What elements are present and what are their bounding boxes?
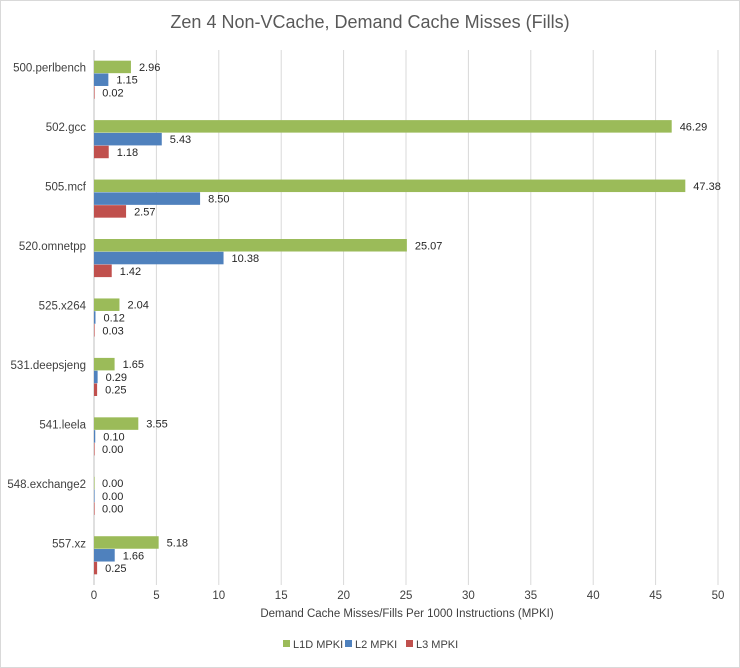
- category-label: 525.x264: [39, 301, 87, 313]
- category-label: 531.deepsjeng: [11, 360, 86, 372]
- x-tick-label: 20: [337, 590, 350, 602]
- x-tick-label: 40: [587, 590, 600, 602]
- data-label: 2.04: [127, 300, 148, 312]
- data-label: 0.12: [103, 313, 124, 325]
- data-label: 0.02: [102, 88, 123, 100]
- bar: [94, 205, 127, 218]
- bar: [94, 179, 686, 193]
- bar: [94, 561, 98, 575]
- bar: [94, 251, 224, 265]
- data-label: 1.66: [123, 550, 144, 562]
- bar: [94, 430, 96, 443]
- legend-swatch: [345, 640, 352, 647]
- legend-swatch: [406, 640, 413, 647]
- data-label: 8.50: [208, 194, 229, 206]
- bar: [94, 239, 407, 252]
- x-axis-title: Demand Cache Misses/Fills Per 1000 Instr…: [260, 608, 554, 620]
- data-label: 47.38: [693, 181, 721, 193]
- legend-label: L1D MPKI: [293, 639, 343, 651]
- bar: [94, 298, 120, 311]
- bar: [94, 60, 131, 74]
- data-label: 0.25: [105, 385, 126, 397]
- bar: [94, 145, 109, 159]
- category-label: 541.leela: [39, 419, 86, 431]
- legend-label: L2 MPKI: [355, 639, 397, 651]
- bar: [94, 476, 95, 490]
- data-label: 0.00: [102, 504, 123, 516]
- bar: [94, 324, 95, 337]
- data-label: 0.00: [102, 444, 123, 456]
- bar: [94, 549, 115, 562]
- data-label: 1.65: [123, 359, 144, 371]
- category-labels: 500.perlbench 502.gcc 505.mcf 520.omnetpp 52…: [7, 63, 86, 551]
- category-label: 557.xz: [52, 538, 86, 550]
- x-tick-label: 5: [153, 590, 159, 602]
- chart-title: Zen 4 Non-VCache, Demand Cache Misses (F…: [170, 12, 569, 32]
- bar: [94, 120, 672, 133]
- x-tick-label: 35: [524, 590, 537, 602]
- data-label: 1.15: [116, 75, 137, 87]
- data-label: 5.18: [167, 537, 188, 549]
- data-label: 1.18: [117, 147, 138, 159]
- data-label: 0.29: [106, 372, 127, 384]
- bar: [94, 73, 109, 86]
- category-label: 500.perlbench: [13, 63, 86, 75]
- x-tick-label: 50: [712, 590, 725, 602]
- x-tick-label: 0: [91, 590, 97, 602]
- x-tick-label: 45: [649, 590, 662, 602]
- bar: [94, 502, 95, 515]
- bar: [94, 536, 159, 549]
- data-label: 25.07: [415, 240, 443, 252]
- data-label: 2.96: [139, 62, 160, 74]
- x-tick-label: 25: [400, 590, 413, 602]
- x-tick-label: 10: [212, 590, 225, 602]
- x-tick-label: 30: [462, 590, 475, 602]
- data-label: 0.25: [105, 563, 126, 575]
- category-label: 502.gcc: [46, 122, 87, 134]
- data-label: 46.29: [680, 121, 708, 133]
- bar: [94, 383, 98, 396]
- data-label: 0.00: [102, 478, 123, 490]
- data-label: 0.03: [102, 325, 123, 337]
- bar: [94, 442, 95, 456]
- bar: [94, 370, 98, 384]
- data-label: 0.00: [102, 491, 123, 503]
- data-label: 10.38: [232, 253, 260, 265]
- category-label: 505.mcf: [45, 182, 87, 194]
- tick-labels: 0 5 10 15 20 25 30 35 40 45 50: [91, 590, 725, 602]
- bar: [94, 86, 95, 99]
- category-label: 520.omnetpp: [19, 241, 86, 253]
- data-label: 5.43: [170, 134, 191, 146]
- legend-label: L3 MPKI: [416, 639, 458, 651]
- data-label: 3.55: [146, 419, 167, 431]
- legend: L1D MPKI L2 MPKI L3 MPKI: [283, 639, 458, 651]
- bar: [94, 264, 112, 278]
- x-tick-label: 15: [275, 590, 288, 602]
- legend-swatch: [283, 640, 290, 647]
- bar: [94, 311, 96, 324]
- data-label: 2.57: [134, 206, 155, 218]
- bar: [94, 357, 115, 371]
- bar: [94, 192, 201, 205]
- category-label: 548.exchange2: [7, 479, 86, 491]
- bar: [94, 417, 139, 430]
- bars: 2.961.150.02 46.29 5.43 1.18 47.38 8.50 2.57 25…: [94, 60, 721, 575]
- data-label: 1.42: [120, 266, 141, 278]
- bar: [94, 489, 95, 503]
- bar: [94, 132, 162, 146]
- data-label: 0.10: [103, 431, 124, 443]
